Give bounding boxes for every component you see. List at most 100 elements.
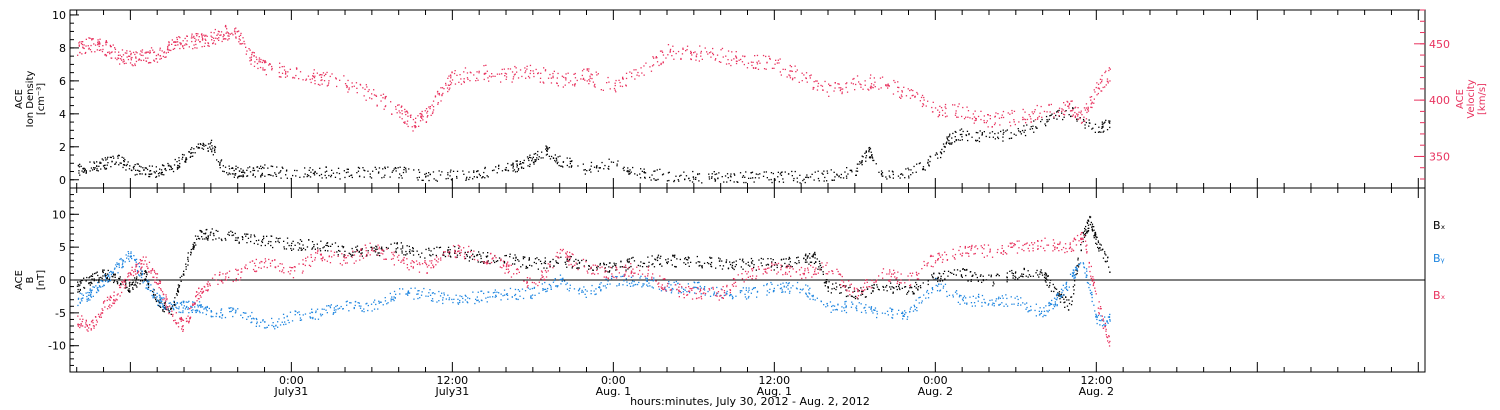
by-point (590, 290, 592, 292)
bx-point (942, 273, 945, 275)
velocity-point (126, 56, 128, 58)
by-point (434, 293, 436, 295)
by-point (210, 311, 212, 313)
velocity-point (1007, 112, 1009, 114)
density-point (559, 155, 561, 157)
bx-point (141, 280, 144, 282)
bx-point (205, 229, 207, 231)
density-point (977, 132, 979, 134)
by-point (283, 323, 285, 326)
bx-point (776, 264, 778, 266)
velocity-point (163, 51, 166, 53)
density-point (994, 133, 996, 135)
by-point (264, 321, 266, 323)
velocity-point (897, 86, 899, 88)
velocity-point (328, 82, 330, 84)
velocity-point (447, 77, 449, 79)
bx-point (135, 278, 138, 280)
bx-point (626, 259, 628, 261)
by-point (665, 289, 667, 291)
velocity-point (1024, 118, 1027, 121)
bx-point (129, 284, 131, 286)
bx-point (917, 286, 920, 288)
bx-point (1082, 240, 1084, 243)
by-point (228, 307, 230, 309)
by-point (363, 311, 365, 313)
by-point (366, 302, 368, 304)
velocity-point (232, 34, 234, 36)
bx-point (628, 266, 631, 269)
density-point (937, 157, 939, 159)
density-point (831, 179, 833, 181)
bx-point (230, 230, 232, 232)
velocity-point (656, 61, 659, 63)
bx-point (798, 260, 800, 262)
velocity-point (403, 121, 405, 124)
bx-point (849, 286, 851, 288)
bx-point (1094, 234, 1096, 236)
bx-point (93, 280, 95, 282)
velocity-point (1001, 114, 1003, 116)
density-point (93, 162, 96, 164)
density-point (231, 173, 234, 175)
by-point (342, 308, 344, 310)
density-point (1084, 127, 1086, 129)
velocity-point (155, 58, 158, 60)
velocity-point (362, 87, 364, 89)
velocity-point (168, 41, 170, 43)
by-point (128, 260, 131, 262)
by-point (1089, 289, 1091, 291)
density-point (818, 180, 820, 182)
bx-point (985, 279, 988, 281)
velocity-point (253, 55, 255, 57)
density-point (562, 166, 564, 168)
velocity-point (662, 54, 665, 56)
by-point (625, 278, 627, 280)
bx-point (861, 293, 864, 295)
velocity-point (279, 62, 281, 64)
density-point (1031, 128, 1034, 130)
bx-point (192, 246, 194, 248)
density-point (878, 171, 880, 173)
velocity-point (218, 31, 220, 33)
bx-point (814, 254, 816, 256)
by-point (469, 297, 471, 300)
bx-point (113, 273, 115, 275)
velocity-point (700, 52, 702, 54)
by-point (299, 317, 302, 319)
density-point (988, 136, 991, 138)
velocity-point (88, 47, 90, 49)
velocity-point (870, 83, 873, 85)
bx-point (915, 287, 917, 289)
by-point (379, 301, 381, 303)
density-point (1036, 127, 1038, 129)
by-point (346, 300, 348, 302)
by-point (337, 308, 339, 310)
velocity-point (204, 35, 206, 37)
velocity-point (909, 89, 911, 92)
velocity-point (716, 54, 719, 56)
velocity-point (1085, 107, 1087, 109)
by-point (1086, 281, 1089, 284)
velocity-point (879, 77, 882, 79)
by-point (919, 296, 921, 298)
velocity-point (246, 50, 248, 52)
density-point (891, 170, 894, 172)
bx-point (760, 262, 762, 264)
bx-point (914, 285, 916, 288)
density-point (512, 164, 514, 166)
density-point (425, 176, 427, 178)
by-point (230, 310, 232, 313)
velocity-point (588, 68, 590, 70)
by-point (390, 298, 392, 300)
by-point (741, 290, 743, 292)
by-point (1001, 302, 1003, 304)
density-point (979, 130, 981, 132)
density-point (787, 173, 790, 175)
bx-point (762, 258, 764, 260)
velocity-point (459, 74, 461, 76)
bx-point (201, 231, 203, 233)
by-point (538, 292, 540, 294)
velocity-point (539, 77, 542, 79)
bx-point (872, 290, 874, 293)
